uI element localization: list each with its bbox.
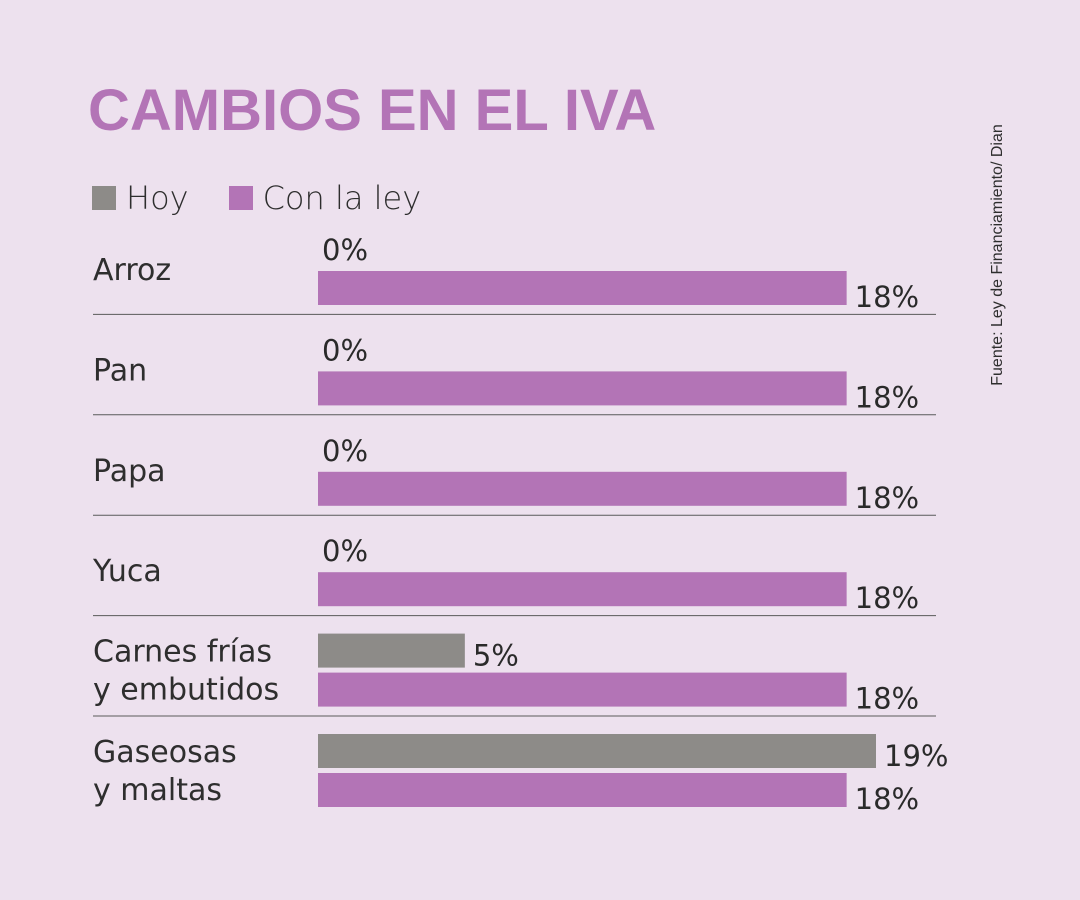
value-label-con-la-ley-carnes-frias-y-embutidos: 18%: [855, 682, 919, 716]
chart-title: CAMBIOS EN EL IVA: [88, 78, 657, 143]
value-label-hoy-yuca: 0%: [322, 534, 368, 568]
category-label-line: Carnes frías: [93, 635, 272, 670]
bar-con-la-ley-gaseosas-y-maltas: [318, 773, 847, 807]
legend-item-hoy: Hoy: [92, 179, 189, 217]
value-label-hoy-gaseosas-y-maltas: 19%: [884, 739, 948, 773]
legend-item-con-la-ley: Con la ley: [228, 179, 422, 217]
category-label-papa: Papa: [93, 454, 166, 489]
category-label-pan: Pan: [93, 353, 147, 388]
bar-con-la-ley-carnes-frias-y-embutidos: [318, 672, 847, 707]
bar-hoy-gaseosas-y-maltas: [318, 734, 876, 768]
legend-label-con-la-ley: Con la ley: [262, 179, 422, 217]
value-label-hoy-carnes-frias-y-embutidos: 5%: [473, 639, 519, 673]
bar-con-la-ley-pan: [318, 371, 847, 406]
value-label-hoy-pan: 0%: [322, 333, 368, 367]
category-label-line: y embutidos: [93, 673, 279, 708]
value-label-hoy-arroz: 0%: [322, 233, 368, 267]
category-label-line: y maltas: [93, 773, 222, 808]
category-label-line: Gaseosas: [93, 735, 237, 770]
legend: Hoy Con la ley: [92, 179, 422, 217]
bar-hoy-carnes-frias-y-embutidos: [318, 633, 465, 668]
value-label-con-la-ley-gaseosas-y-maltas: 18%: [855, 782, 919, 816]
category-label-carnes-frias-y-embutidos: Carnes frías y embutidos: [93, 635, 279, 708]
bar-con-la-ley-yuca: [318, 572, 847, 607]
category-label-gaseosas-y-maltas: Gaseosas y maltas: [93, 735, 237, 808]
value-label-con-la-ley-papa: 18%: [855, 481, 919, 515]
value-label-con-la-ley-arroz: 18%: [855, 280, 919, 314]
category-label-arroz: Arroz: [93, 253, 171, 288]
bar-con-la-ley-papa: [318, 471, 847, 506]
value-label-con-la-ley-pan: 18%: [855, 380, 919, 414]
value-label-con-la-ley-yuca: 18%: [855, 581, 919, 615]
category-label-yuca: Yuca: [92, 554, 162, 589]
legend-swatch-con-la-ley: [228, 186, 253, 210]
value-label-hoy-papa: 0%: [322, 434, 368, 468]
legend-label-hoy: Hoy: [126, 179, 189, 217]
legend-swatch-hoy: [92, 186, 116, 210]
bar-con-la-ley-arroz: [318, 271, 847, 305]
